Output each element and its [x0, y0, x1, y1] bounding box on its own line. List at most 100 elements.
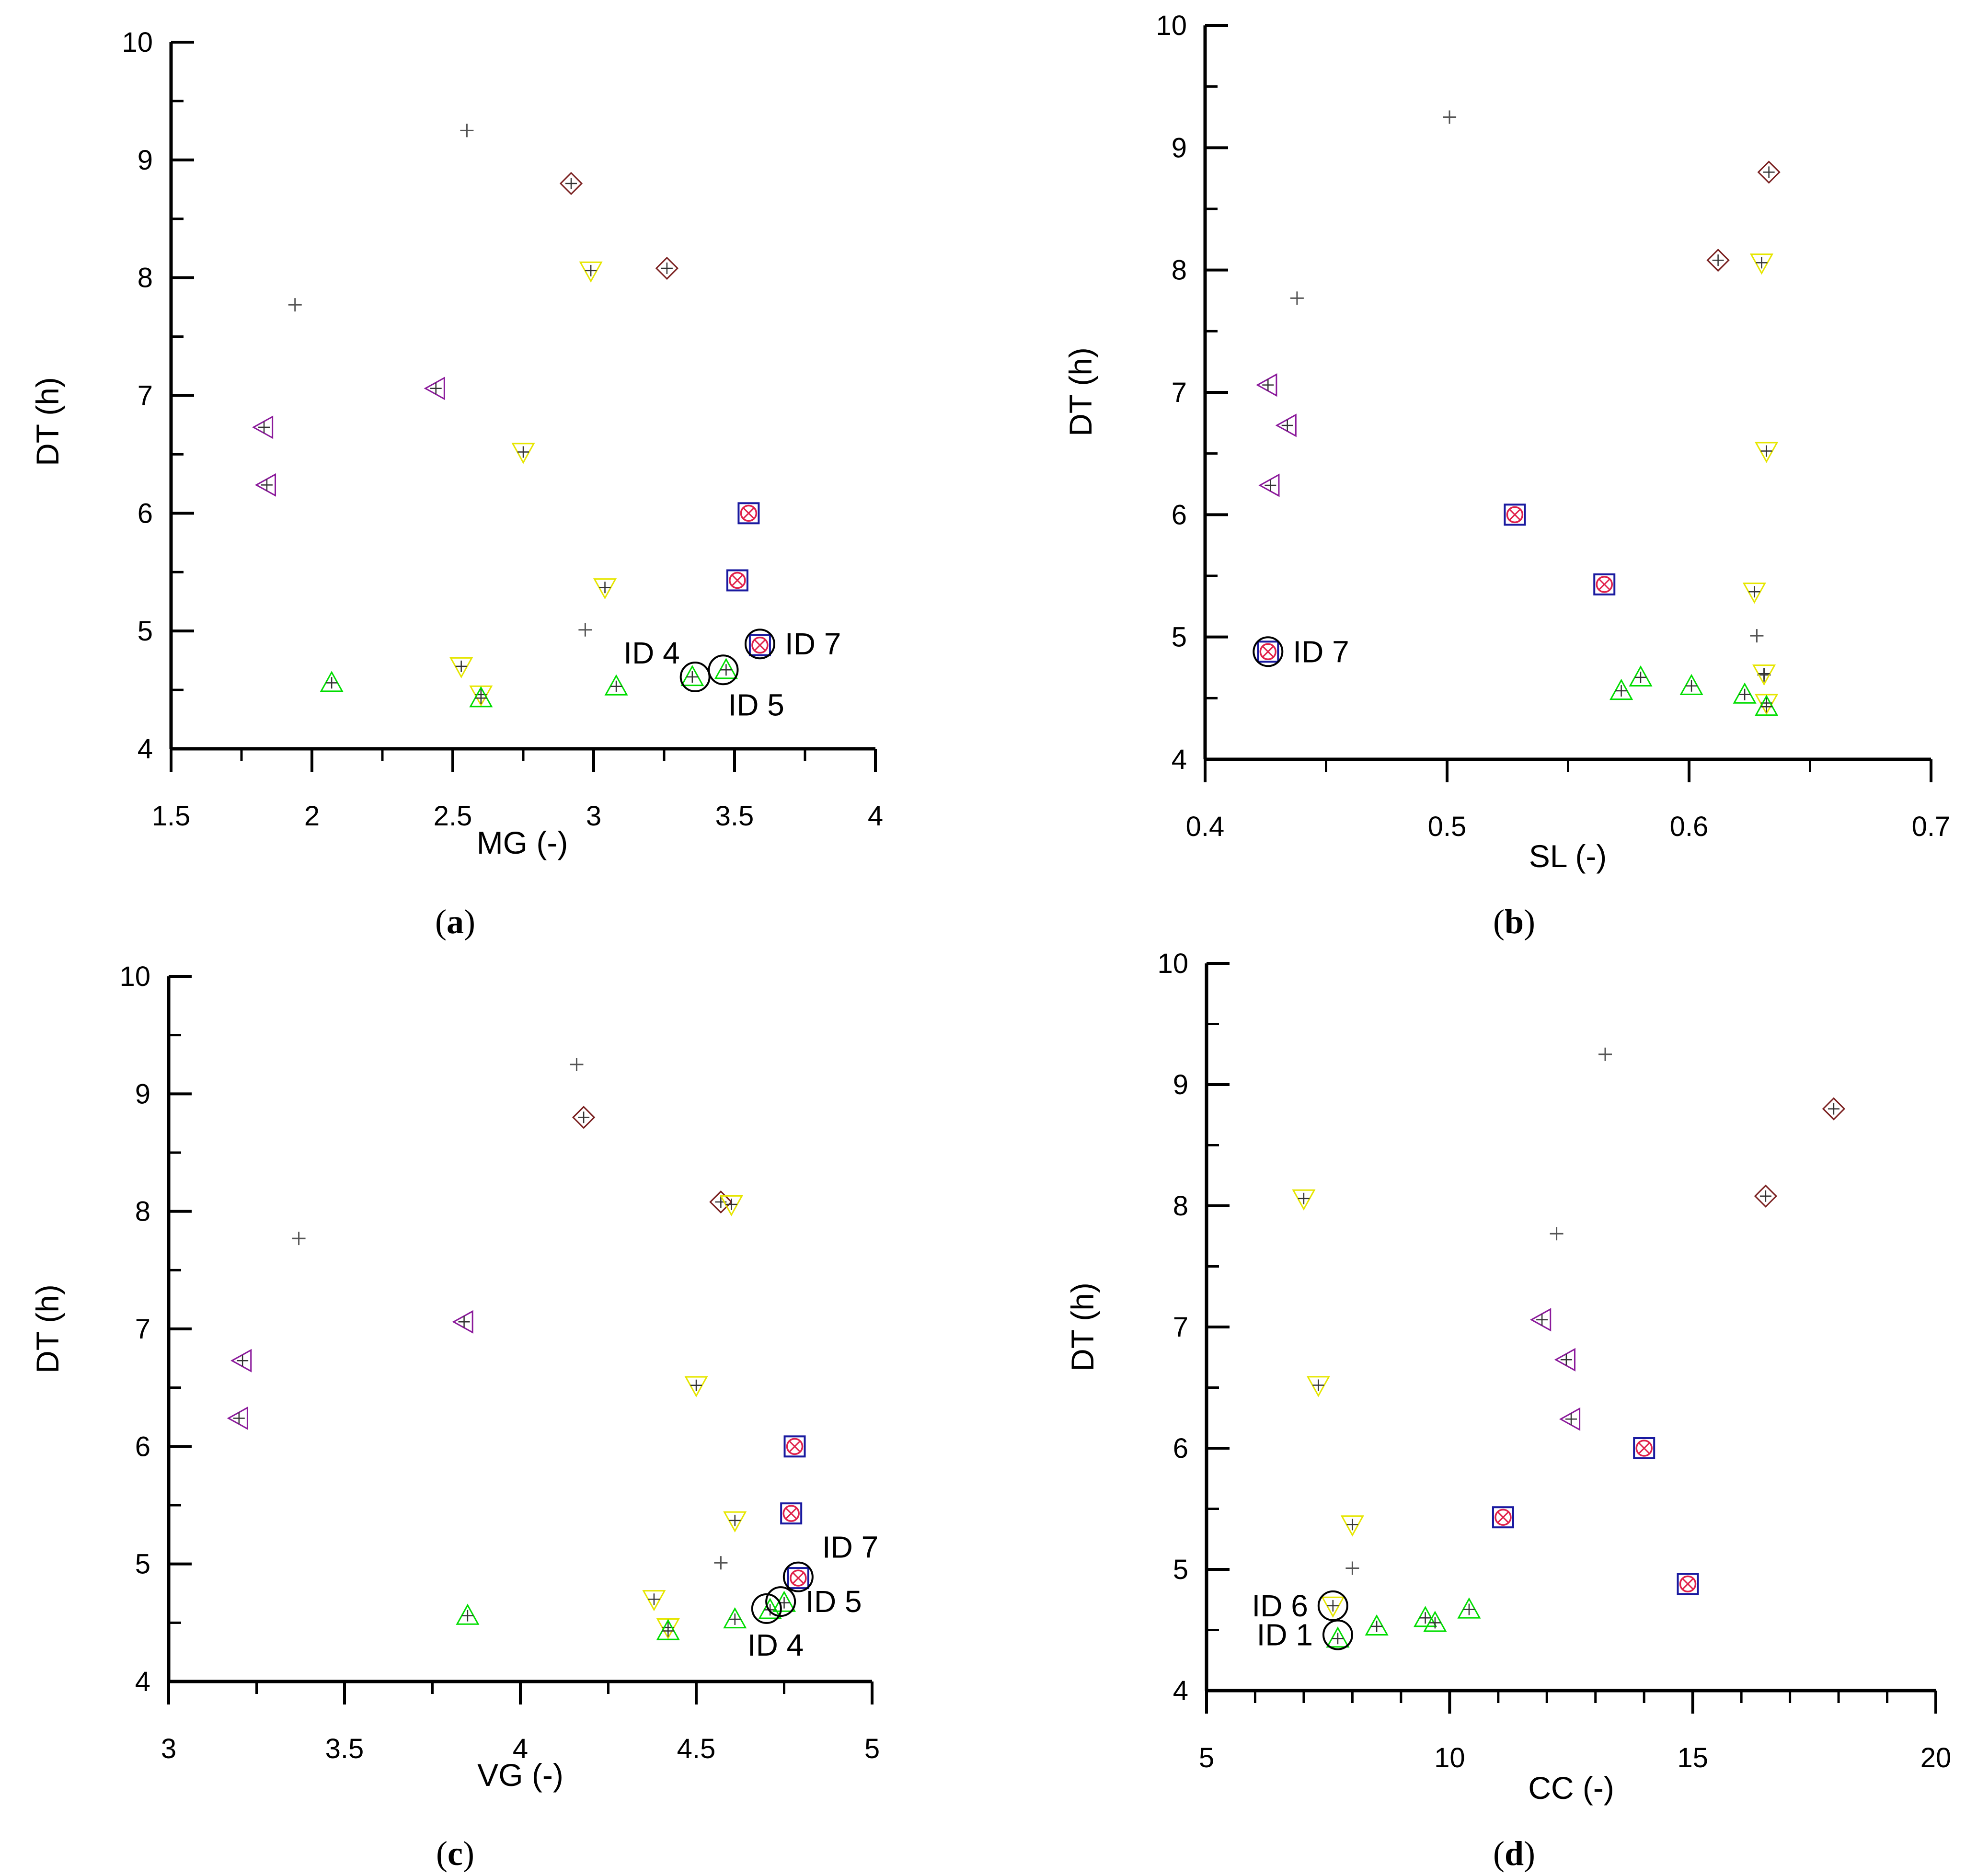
y-tick-label: 6	[1172, 499, 1187, 530]
x-tick-label: 5	[1199, 1742, 1214, 1773]
annotation-circle	[679, 662, 711, 693]
y-tick-label: 5	[138, 616, 153, 647]
data-point-diamond	[572, 1106, 596, 1129]
data-point-tri-up	[656, 1619, 680, 1640]
data-point-tri-down	[1321, 1596, 1345, 1618]
annotation-circle	[765, 1586, 796, 1617]
annotation-label: ID 6	[1252, 1589, 1308, 1623]
y-tick-label: 10	[119, 961, 150, 992]
data-point-tri-up	[723, 1607, 747, 1629]
annotation-circle	[1322, 1619, 1353, 1650]
y-tick-label: 9	[135, 1078, 150, 1110]
data-point-tri-down	[642, 1590, 666, 1612]
y-tick-label: 9	[1173, 1069, 1188, 1100]
annotation-circle	[708, 654, 739, 686]
annotation-circle	[744, 629, 775, 660]
y-tick-label: 4	[135, 1666, 150, 1697]
y-axis-label: DT (h)	[1065, 1282, 1100, 1372]
data-point-tri-down	[593, 578, 617, 600]
annotation-circle	[782, 1561, 814, 1592]
annotation-circle	[751, 1593, 782, 1624]
data-point-tri-up	[1423, 1611, 1447, 1632]
data-point-tri-down	[579, 261, 603, 283]
data-point-tri-left	[230, 1349, 252, 1373]
x-tick-label: 0.4	[1186, 811, 1225, 842]
panel-a-caption: (a)	[435, 903, 475, 941]
data-point-plus	[1598, 1047, 1612, 1061]
data-point-tri-left	[1559, 1407, 1581, 1431]
y-tick-label: 10	[122, 27, 153, 58]
panel-a: (a) 4 5 6 7 8 9 10 1.5 2 2.5 3 3.5 4 MG (-) DT (h) ID 4…	[30, 27, 883, 941]
y-tick-label: 8	[1173, 1190, 1188, 1222]
data-point-tri-down	[684, 1376, 708, 1397]
data-point-tri-up	[1733, 682, 1757, 704]
y-axis-label: DT (h)	[1063, 347, 1098, 436]
data-point-tri-left	[1554, 1348, 1575, 1372]
data-point-tri-up	[1610, 678, 1633, 700]
annotation-label: ID 7	[1293, 634, 1349, 669]
data-point-tri-down	[1340, 1515, 1364, 1537]
data-point-square-x	[1593, 573, 1616, 595]
x-tick-label: 0.5	[1428, 811, 1467, 842]
data-point-square-x	[737, 502, 760, 525]
panel-b-caption: (b)	[1493, 903, 1535, 941]
data-point-tri-left	[252, 415, 274, 439]
data-point-square-x	[1677, 1573, 1699, 1595]
data-point-diamond	[1757, 160, 1781, 184]
data-point-tri-up	[714, 658, 738, 679]
data-point-plus	[292, 1232, 306, 1246]
data-point-tri-left	[452, 1310, 473, 1334]
data-point-tri-up	[456, 1603, 480, 1625]
data-point-tri-down	[719, 1195, 743, 1217]
data-point-tri-up	[1457, 1597, 1481, 1619]
data-point-plus	[460, 124, 474, 137]
x-tick-label: 3	[586, 801, 601, 832]
y-tick-label: 7	[138, 380, 153, 412]
annotation-label: ID 7	[822, 1530, 878, 1565]
data-point-plus	[1290, 291, 1304, 305]
x-tick-label: 4	[513, 1733, 528, 1764]
panel-c: (c) 4 5 6 7 8 9 10 3 3.5 4 4.5 5 VG (-) DT (h) ID 7 ID …	[30, 961, 880, 1873]
y-tick-label: 10	[1156, 10, 1187, 41]
panel-d: (d) 4 5 6 7 8 9 10 5 10 15 20 CC (-) DT (h) ID 6ID 1	[1065, 948, 1951, 1873]
y-tick-label: 4	[1172, 744, 1187, 775]
y-tick-label: 4	[1173, 1675, 1188, 1706]
data-point-tri-up	[1629, 665, 1653, 687]
x-axis-label: MG (-)	[477, 825, 568, 860]
data-point-tri-left	[424, 377, 445, 400]
y-tick-label: 7	[135, 1314, 150, 1345]
data-point-tri-down	[1306, 1376, 1330, 1397]
x-axis-label: VG (-)	[477, 1757, 563, 1793]
data-point-tri-up	[1414, 1606, 1437, 1627]
y-axis-label: DT (h)	[30, 1284, 65, 1373]
data-point-tri-up	[1755, 695, 1779, 716]
y-tick-label: 8	[138, 263, 153, 294]
data-point-tri-up	[320, 671, 344, 692]
x-tick-label: 2	[304, 801, 320, 832]
data-point-plus	[714, 1556, 728, 1570]
panel-c-caption: (c)	[436, 1834, 474, 1873]
annotation-circle	[1317, 1590, 1348, 1621]
y-tick-label: 8	[135, 1196, 150, 1227]
data-point-plus	[1345, 1561, 1359, 1575]
data-point-tri-down	[1755, 442, 1779, 463]
data-point-plus	[1750, 629, 1764, 643]
data-point-plus	[288, 298, 302, 312]
x-tick-label: 3.5	[715, 801, 754, 832]
panel-b: (b) 4 5 6 7 8 9 10 0.4 0.5 0.6 0.7 SL (-) DT (h) ID 7	[1063, 10, 1950, 941]
y-tick-label: 6	[1173, 1433, 1188, 1464]
data-point-square-x	[1492, 1506, 1514, 1529]
x-tick-label: 15	[1677, 1742, 1708, 1773]
annotation-circle	[1253, 636, 1284, 667]
x-tick-label: 4.5	[677, 1733, 716, 1764]
data-point-diamond	[1706, 249, 1730, 272]
data-point-tri-down	[723, 1511, 747, 1533]
data-point-tri-left	[1256, 373, 1277, 397]
data-point-square-x	[726, 569, 748, 592]
data-point-square-x	[780, 1502, 803, 1525]
x-tick-label: 4	[868, 801, 883, 832]
y-tick-label: 10	[1157, 948, 1188, 979]
x-tick-label: 2.5	[434, 801, 472, 832]
y-tick-label: 6	[138, 498, 153, 529]
data-point-tri-down	[1742, 583, 1766, 604]
